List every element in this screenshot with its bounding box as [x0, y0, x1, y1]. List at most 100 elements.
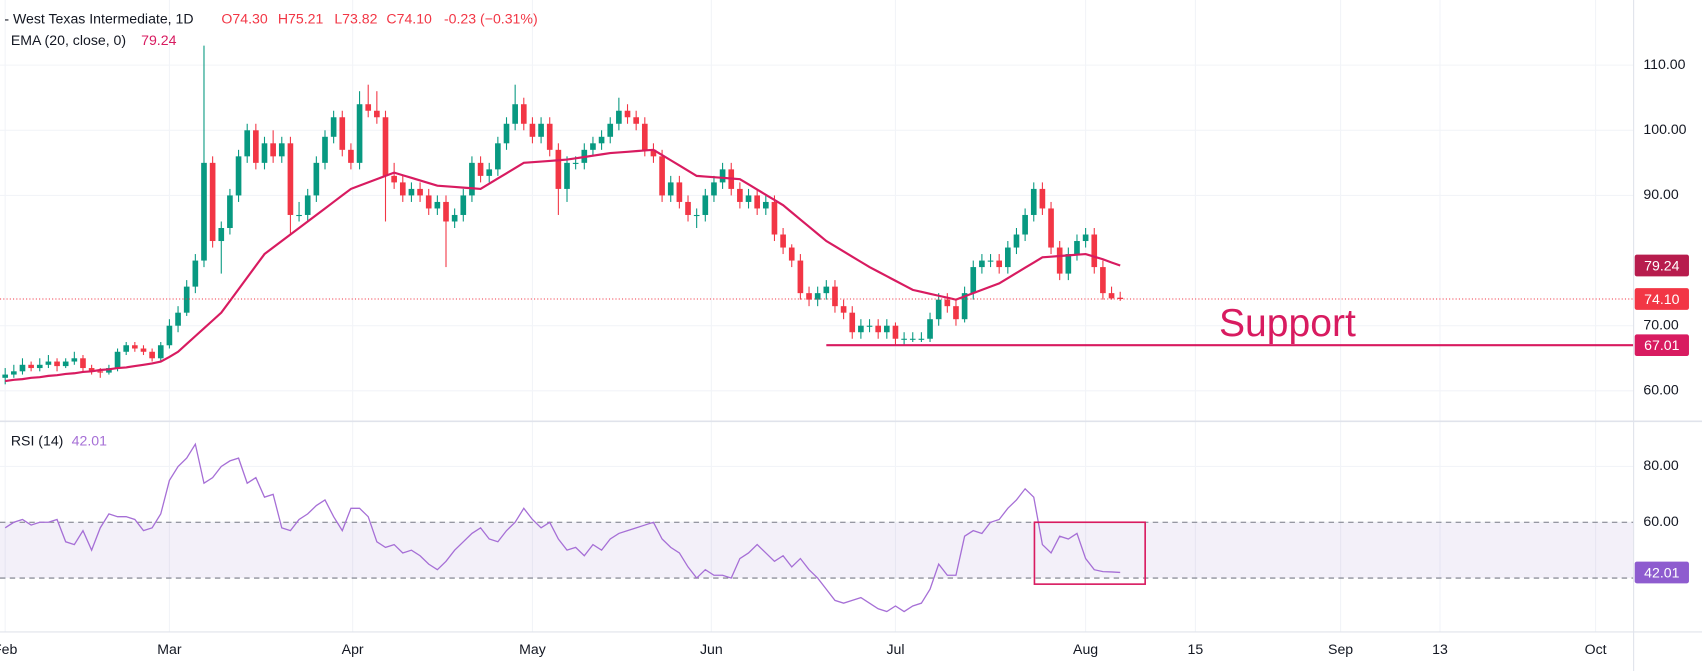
y-tick-label: 60.00 [1643, 513, 1678, 529]
candle-body [2, 374, 9, 378]
y-tick-label: 80.00 [1643, 457, 1678, 473]
candle-body [693, 214, 700, 217]
candle-body [909, 338, 916, 340]
candle-body [287, 143, 294, 215]
candle-body [1013, 234, 1020, 248]
symbol-title: - West Texas Intermediate, 1D [4, 10, 193, 26]
candle-body [330, 117, 337, 137]
candle-body [901, 338, 907, 340]
x-tick-label: 13 [1432, 641, 1448, 657]
close-badge-bg [1634, 288, 1689, 310]
support-label: Support [1219, 302, 1356, 345]
candle-body [572, 162, 579, 164]
candle-body [1108, 293, 1115, 299]
candle-body [192, 260, 199, 287]
candle-body [218, 227, 225, 242]
candle-body [927, 319, 933, 339]
x-tick-label: Apr [342, 641, 364, 657]
candle-body [641, 123, 648, 150]
candle-body [1039, 188, 1046, 209]
candle-body [616, 110, 622, 124]
candle-body [348, 149, 354, 163]
candle-body [391, 175, 397, 183]
candle-body [1048, 208, 1054, 248]
low-value: L73.82 [334, 10, 377, 26]
candle-body [590, 143, 596, 150]
candle-body [832, 286, 838, 307]
candle-body [702, 195, 709, 215]
candle-body [339, 117, 346, 150]
candle-body [140, 348, 147, 352]
candle-body [512, 104, 518, 124]
labels: Feb Mar Apr May Jun Jul Aug 15 Sep 13 Oct 110.00 100… [0, 56, 1689, 657]
candle-body [1030, 188, 1037, 215]
candle-body [54, 361, 60, 367]
candle-body [183, 286, 190, 313]
candle-body [598, 136, 605, 144]
candle-body [823, 286, 830, 294]
candle-body [114, 351, 121, 369]
candle-body [166, 325, 173, 346]
y-tick-label: 90.00 [1643, 186, 1678, 202]
grid [0, 0, 1634, 632]
x-tick-label: Aug [1073, 641, 1098, 657]
candle-body [11, 371, 17, 375]
candle-body [157, 345, 164, 359]
candle-body [408, 188, 415, 196]
candle-body [365, 104, 372, 111]
candle-body [883, 325, 890, 333]
candle-body [918, 338, 925, 340]
candle-body [979, 260, 985, 268]
candle-body [235, 156, 242, 196]
candle-body [209, 162, 216, 242]
candle-body [797, 260, 804, 294]
candle-body [36, 364, 43, 369]
candle-body [711, 182, 717, 196]
candle-body [564, 162, 570, 189]
plot [0, 45, 1634, 613]
y-tick-label: 70.00 [1643, 316, 1678, 332]
candle-body [667, 182, 674, 196]
candle-body [425, 195, 432, 209]
candle-body [858, 325, 864, 333]
rsi-legend-value: 42.01 [72, 433, 107, 449]
candle-body [659, 156, 665, 196]
candle-body [486, 169, 493, 176]
candle-body [1065, 254, 1072, 274]
x-tick-label: May [519, 641, 547, 657]
candle-body [417, 188, 423, 196]
candle-body [304, 195, 311, 215]
candle-body [1074, 241, 1080, 255]
candle-body [607, 123, 614, 137]
candle-body [477, 162, 484, 176]
candle-body [1005, 247, 1011, 268]
candle-body [953, 306, 959, 320]
support-badge: 67.01 [1644, 337, 1679, 353]
candle-body [806, 293, 812, 300]
candle-body [149, 351, 155, 359]
candle-body [123, 345, 130, 352]
candle-body [892, 325, 899, 339]
candle-body [866, 325, 873, 327]
x-tick-label: Mar [157, 641, 182, 657]
candle-body [19, 364, 26, 372]
candle-body [244, 130, 251, 157]
candle-body [814, 293, 821, 300]
candle-body [495, 143, 501, 170]
candle-body [1082, 234, 1089, 242]
candle-body [88, 368, 95, 372]
candle-body [546, 123, 553, 150]
x-tick-label: Sep [1328, 641, 1353, 657]
high-value: H75.21 [278, 10, 324, 26]
candle-body [935, 299, 942, 320]
candle-body [443, 201, 449, 222]
x-tick-label: Feb [0, 641, 17, 657]
candle-body [382, 117, 389, 176]
ema-legend-value: 79.24 [141, 32, 176, 48]
candle-body [771, 201, 778, 235]
candle-body [650, 149, 657, 157]
y-tick-label: 100.00 [1643, 121, 1686, 137]
candle-body [737, 188, 743, 202]
rsi-badge: 42.01 [1644, 564, 1679, 580]
